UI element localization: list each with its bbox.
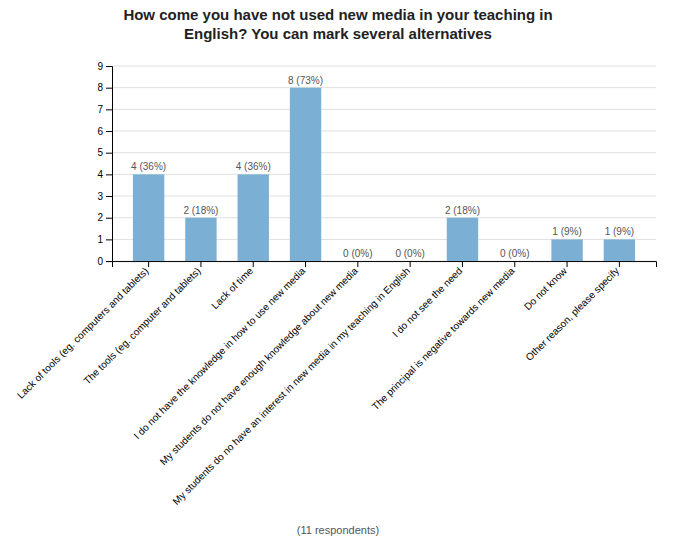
y-tick-mark <box>106 153 112 154</box>
bars <box>133 88 635 261</box>
x-tick-label: I do not have the knowledge in how to us… <box>131 265 307 441</box>
data-label: 8 (73%) <box>288 75 323 86</box>
chart-svg: How come you have not used new media in … <box>0 0 676 542</box>
bar <box>290 88 321 261</box>
grid <box>112 66 656 261</box>
data-label: 1 (9%) <box>605 226 634 237</box>
x-tick-mark <box>514 261 515 267</box>
y-axis-line <box>106 67 113 262</box>
footer: (11 respondents) <box>297 524 379 536</box>
x-tick: The principal is negative towards new me… <box>370 261 517 412</box>
y-tick: 2 <box>97 212 112 223</box>
y-tick: 5 <box>97 147 112 158</box>
x-tick-mark <box>148 261 149 267</box>
x-tick-label: The tools (eg. computer and tablets) <box>81 265 202 386</box>
bar <box>185 218 216 261</box>
x-tick-label: Other reason, please specify <box>523 265 621 363</box>
y-tick: 4 <box>97 169 112 180</box>
x-tick-mark <box>253 261 254 267</box>
x-tick-mark <box>619 261 620 267</box>
y-tick-label: 9 <box>97 61 103 72</box>
y-tick-mark <box>106 66 112 67</box>
y-tick-mark <box>106 239 112 240</box>
data-label: 4 (36%) <box>131 161 166 172</box>
data-label: 0 (0%) <box>343 248 372 259</box>
y-tick-label: 0 <box>97 256 103 267</box>
y-tick-label: 6 <box>97 126 103 137</box>
data-label: 4 (36%) <box>236 161 271 172</box>
chart-container: How come you have not used new media in … <box>0 0 676 542</box>
data-label: 1 (9%) <box>552 226 581 237</box>
data-label: 0 (0%) <box>500 248 529 259</box>
x-tick: Lack of time <box>209 261 255 311</box>
y-tick-label: 8 <box>97 82 103 93</box>
x-tick: Other reason, please specify <box>523 261 621 363</box>
grid-line <box>112 174 656 175</box>
x-tick: The tools (eg. computer and tablets) <box>81 261 202 386</box>
y-tick-mark <box>106 88 112 89</box>
bar <box>342 261 373 262</box>
x-tick-mark <box>410 261 411 267</box>
x-axis: Lack of tools (eg. computers and tablets… <box>15 261 657 507</box>
x-tick: Do not know <box>522 261 570 312</box>
y-tick-label: 4 <box>97 169 103 180</box>
y-tick: 9 <box>97 61 112 72</box>
bar <box>499 261 530 262</box>
y-tick-mark <box>106 261 112 262</box>
x-tick-label: My students do not have enough knowledge… <box>158 265 360 467</box>
grid-line <box>112 196 656 197</box>
x-tick: My students do no have an interest in ne… <box>170 261 412 507</box>
x-tick-mark <box>357 261 358 267</box>
y-tick: 3 <box>97 191 112 202</box>
bar <box>133 174 164 261</box>
title-line: How come you have not used new media in … <box>123 6 552 23</box>
grid-line <box>112 109 656 110</box>
y-tick-mark <box>106 109 112 110</box>
data-label: 2 (18%) <box>183 205 218 216</box>
y-tick-label: 1 <box>97 234 103 245</box>
y-tick: 7 <box>97 104 112 115</box>
grid-line <box>112 87 656 88</box>
y-tick-mark <box>106 218 112 219</box>
x-tick-mark <box>462 261 463 267</box>
y-tick-label: 5 <box>97 147 103 158</box>
data-labels: 4 (36%) 2 (18%) 4 (36%) 8 (73%) 0 (0%) 0 (0%)… <box>131 75 634 259</box>
grid-line <box>112 131 656 132</box>
chart-title: How come you have not used new media in … <box>123 6 552 42</box>
grid-line <box>112 152 656 153</box>
y-tick: 0 <box>97 256 112 267</box>
x-tick-label: The principal is negative towards new me… <box>370 265 517 412</box>
data-label: 0 (0%) <box>395 248 424 259</box>
x-tick-mark <box>567 261 568 267</box>
bar <box>394 261 425 262</box>
grid-line <box>112 66 656 67</box>
bar <box>238 174 269 261</box>
y-tick-label: 7 <box>97 104 103 115</box>
title-line: English? You can mark several alternativ… <box>184 25 492 42</box>
x-tick-mark <box>200 261 201 267</box>
x-tick-mark <box>305 261 306 267</box>
x-tick-label: My students do no have an interest in ne… <box>170 265 412 507</box>
x-tick: My students do not have enough knowledge… <box>158 261 360 467</box>
bar <box>551 239 582 261</box>
bar <box>447 218 478 261</box>
y-tick-mark <box>106 174 112 175</box>
x-tick-label: Lack of time <box>209 265 255 311</box>
x-tick-label: Do not know <box>522 265 570 313</box>
y-tick-mark <box>106 131 112 132</box>
y-tick: 1 <box>97 234 112 245</box>
y-tick-label: 2 <box>97 212 103 223</box>
y-axis: 0 1 2 3 4 5 6 7 8 9 <box>97 61 112 267</box>
y-tick-mark <box>106 196 112 197</box>
y-tick: 8 <box>97 82 112 93</box>
bar <box>604 239 635 261</box>
data-label: 2 (18%) <box>445 205 480 216</box>
y-tick: 6 <box>97 126 112 137</box>
y-tick-label: 3 <box>97 191 103 202</box>
